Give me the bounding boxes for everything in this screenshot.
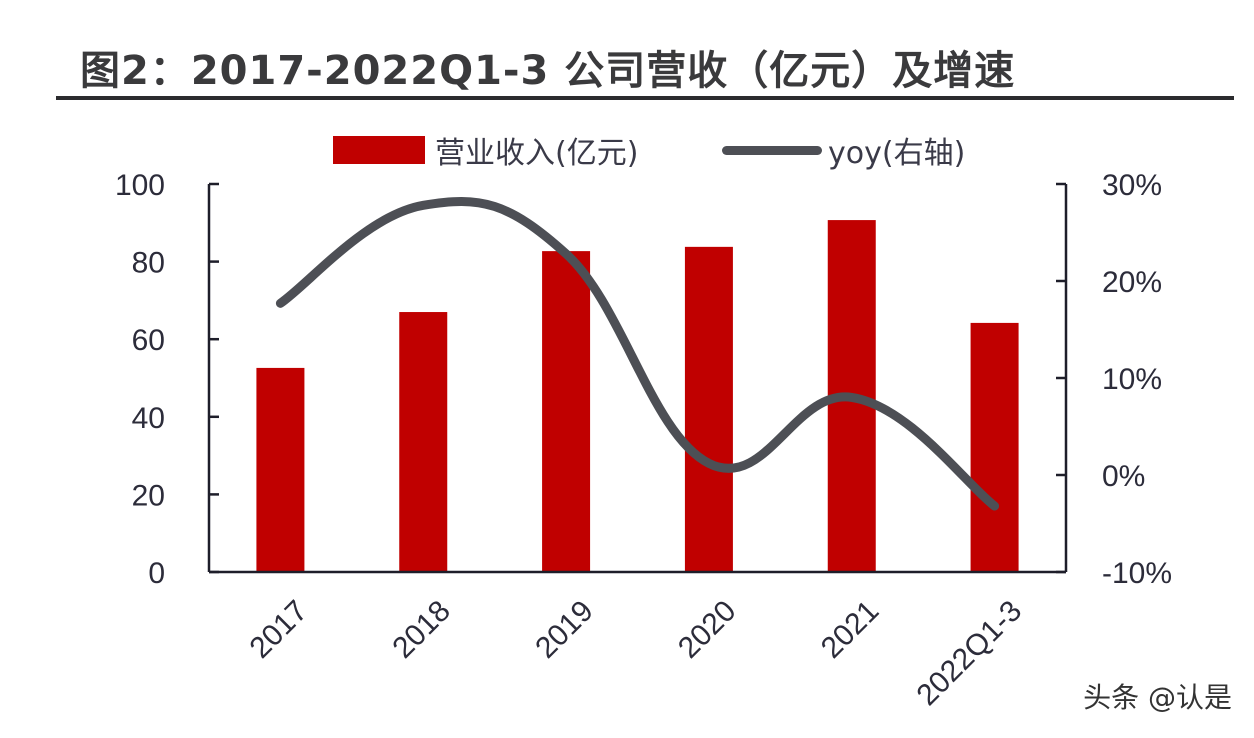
right-tick-label: -10% <box>1102 557 1172 590</box>
axes <box>207 184 1068 574</box>
left-tick-label: 40 <box>132 402 165 435</box>
x-tick-label: 2019 <box>529 594 600 665</box>
left-tick-label: 0 <box>148 557 165 590</box>
bar <box>970 322 1019 572</box>
legend-item-yoy: yoy(右轴) <box>722 128 965 172</box>
legend-label-revenue: 营业收入(亿元) <box>435 136 639 171</box>
bar <box>542 251 591 572</box>
right-tick-label: 0% <box>1102 460 1145 493</box>
x-tick-label: 2022Q1-3 <box>911 594 1029 712</box>
legend: 营业收入(亿元) yoy(右轴) <box>0 128 1254 172</box>
bar-swatch-icon <box>333 136 425 164</box>
legend-item-revenue: 营业收入(亿元) <box>333 128 638 172</box>
title-divider <box>56 96 1234 100</box>
bar <box>399 312 448 572</box>
x-axis-ticks: 2017 2018 2019 2020 2021 2022Q1-3 <box>244 594 1029 712</box>
bar <box>256 367 305 572</box>
bar <box>684 246 733 572</box>
right-axis-ticks: -10% 0% 10% 20% 30% <box>1056 169 1172 590</box>
left-tick-label: 60 <box>132 324 165 357</box>
watermark: 头条 @认是 <box>1083 681 1232 714</box>
left-tick-label: 100 <box>115 169 165 202</box>
x-tick-label: 2018 <box>386 594 457 665</box>
left-axis-ticks: 0 20 40 60 80 100 <box>115 169 219 590</box>
right-tick-label: 20% <box>1102 266 1162 299</box>
left-tick-label: 20 <box>132 479 165 512</box>
right-tick-label: 30% <box>1102 169 1162 202</box>
bar-series <box>256 220 1019 573</box>
x-tick-label: 2021 <box>815 594 886 665</box>
chart-title: 图2：2017-2022Q1-3 公司营收（亿元）及增速 <box>80 48 1016 94</box>
legend-label-yoy: yoy(右轴) <box>828 136 966 171</box>
x-tick-label: 2017 <box>244 594 315 665</box>
line-swatch-icon <box>722 145 822 155</box>
left-tick-label: 80 <box>132 247 165 280</box>
x-tick-label: 2020 <box>672 594 743 665</box>
yoy-line <box>275 197 1000 511</box>
right-tick-label: 10% <box>1102 363 1162 396</box>
